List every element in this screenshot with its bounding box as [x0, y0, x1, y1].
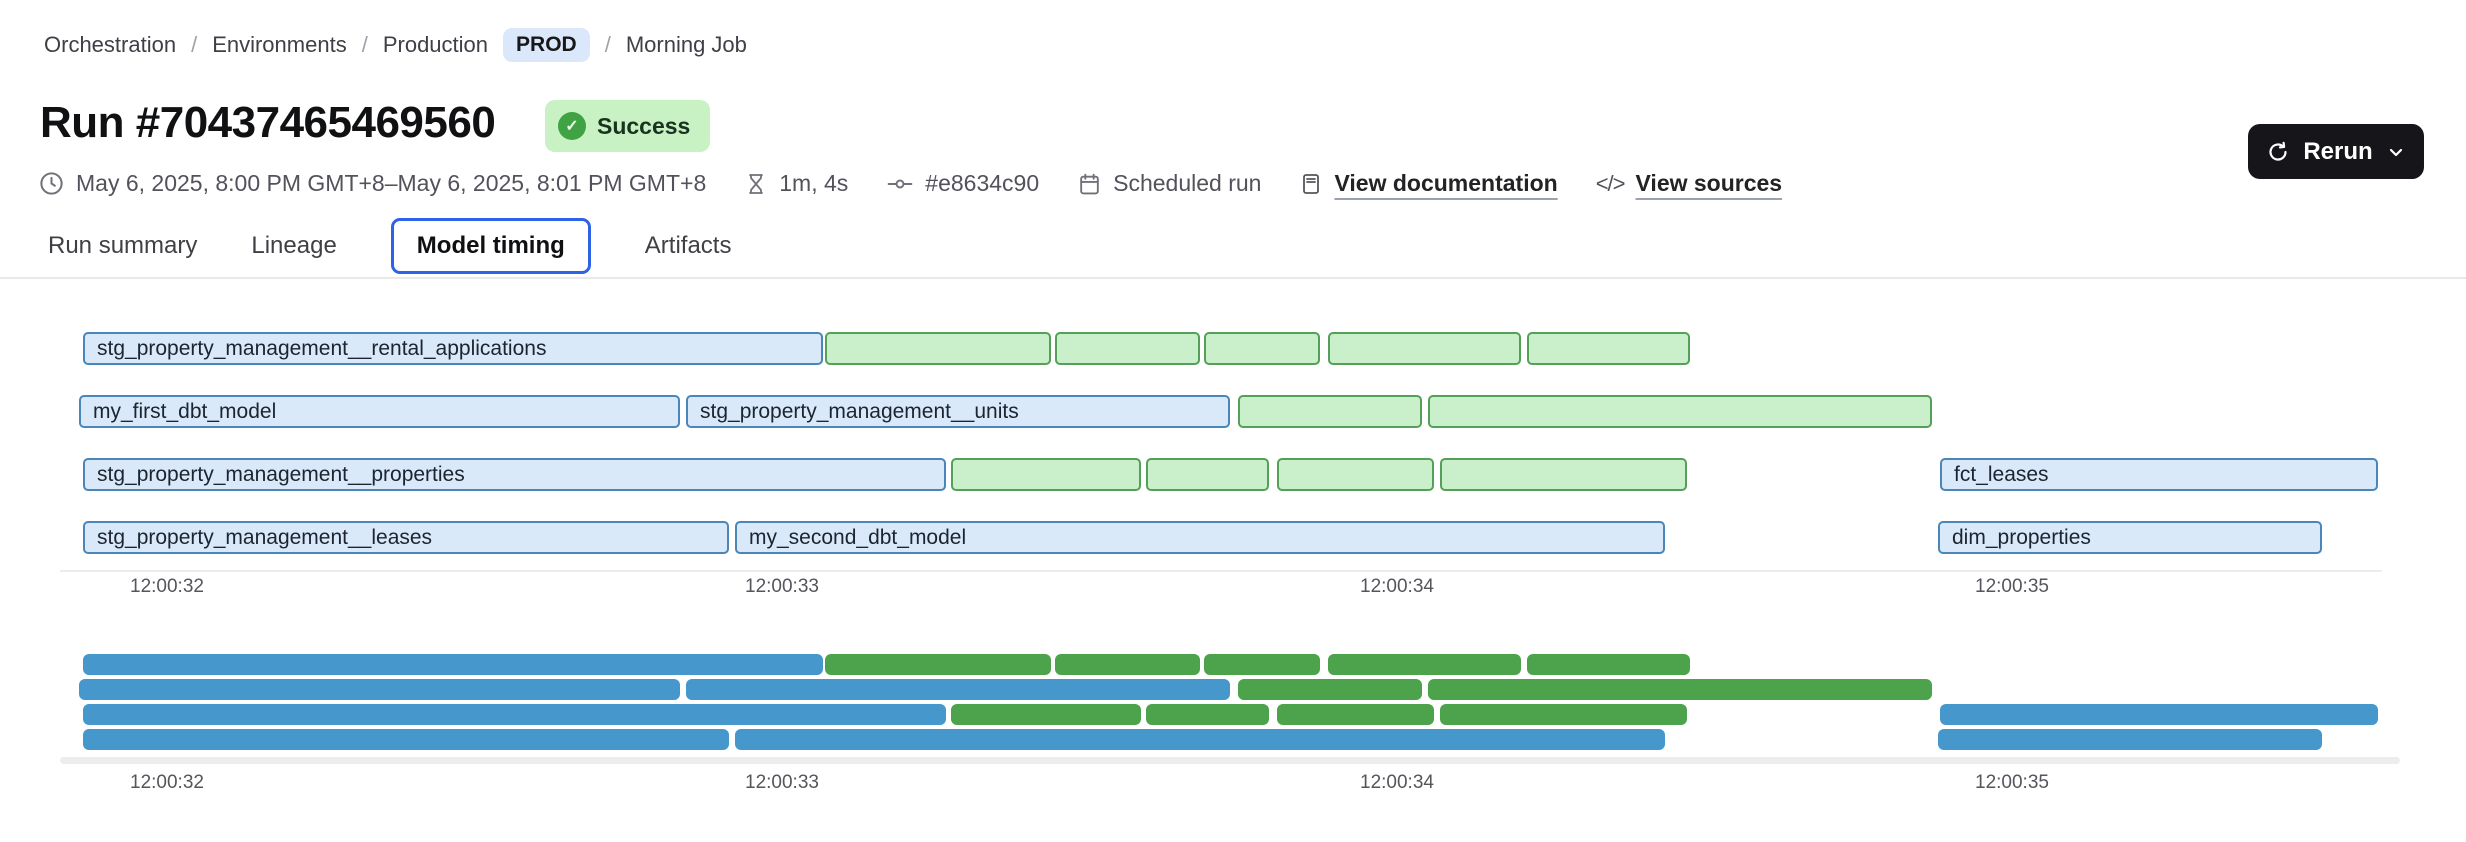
gantt-bar-test[interactable] — [1146, 458, 1269, 491]
run-duration-text: 1m, 4s — [779, 170, 849, 196]
gantt-bar-test[interactable] — [1440, 458, 1687, 491]
run-meta-row: May 6, 2025, 8:00 PM GMT+8–May 6, 2025, … — [38, 170, 1782, 197]
axis-tick-label: 12:00:32 — [130, 772, 204, 793]
gantt-bar-test[interactable] — [1238, 395, 1422, 428]
gantt-bar-test[interactable] — [1527, 332, 1690, 365]
axis-tick-label: 12:00:33 — [745, 576, 819, 597]
minimap-bar — [1238, 679, 1422, 700]
tab-artifacts[interactable]: Artifacts — [644, 232, 732, 259]
breadcrumb-item-environments[interactable]: Environments — [212, 32, 347, 57]
run-trigger: Scheduled run — [1077, 170, 1261, 197]
view-documentation-link[interactable]: View documentation — [1334, 170, 1558, 196]
run-tabs: Run summary Lineage Model timing Artifac… — [48, 218, 731, 274]
gantt-bar-test[interactable] — [825, 332, 1051, 365]
clock-icon — [40, 172, 63, 195]
breadcrumb-item-production[interactable]: Production — [382, 32, 489, 57]
breadcrumb-separator: / — [191, 32, 198, 57]
breadcrumb-separator: / — [361, 32, 368, 57]
gantt-bar-test[interactable] — [951, 458, 1141, 491]
minimap-bar — [83, 704, 946, 725]
gantt-bar-fct_leases[interactable]: fct_leases — [1940, 458, 2378, 491]
axis-tick-label: 12:00:34 — [1360, 772, 1434, 793]
axis-tick-label: 12:00:34 — [1360, 576, 1434, 597]
gantt-bar-stg_property_management__properties[interactable]: stg_property_management__properties — [83, 458, 946, 491]
minimap-bar — [1527, 654, 1690, 675]
rerun-button-label: Rerun — [2303, 137, 2373, 165]
tab-model-timing[interactable]: Model timing — [390, 218, 591, 274]
environment-badge: PROD — [503, 28, 590, 62]
document-icon — [1303, 173, 1320, 194]
gantt-bar-test[interactable] — [1055, 332, 1200, 365]
minimap-bar — [951, 704, 1141, 725]
gantt-bar-stg_property_management__leases[interactable]: stg_property_management__leases — [83, 521, 729, 554]
gantt-bar-test[interactable] — [1204, 332, 1320, 365]
code-icon: </> — [1595, 170, 1626, 196]
check-circle-icon: ✓ — [558, 112, 586, 140]
minimap-bar — [735, 729, 1665, 750]
tab-lineage[interactable]: Lineage — [251, 232, 337, 259]
view-documentation[interactable]: View documentation — [1299, 170, 1558, 197]
minimap-bar — [1938, 729, 2322, 750]
minimap-bar — [825, 654, 1051, 675]
page-title: Run #70437465469560 — [40, 98, 496, 147]
commit-icon — [887, 179, 913, 188]
gantt-bar-stg_property_management__rental_applications[interactable]: stg_property_management__rental_applicat… — [83, 332, 823, 365]
axis-tick-label: 12:00:35 — [1975, 772, 2049, 793]
minimap-bar — [1328, 654, 1521, 675]
run-time-range: May 6, 2025, 8:00 PM GMT+8–May 6, 2025, … — [38, 170, 706, 197]
run-commit-text: #e8634c90 — [925, 170, 1040, 196]
gantt-bar-test[interactable] — [1277, 458, 1434, 491]
view-sources-link[interactable]: View sources — [1635, 170, 1783, 196]
breadcrumb-separator: / — [604, 32, 611, 57]
refresh-icon — [2269, 141, 2287, 161]
axis-tick-label: 12:00:35 — [1975, 576, 2049, 597]
minimap-bar — [1428, 679, 1932, 700]
axis-tick-label: 12:00:32 — [130, 576, 204, 597]
status-badge-label: Success — [597, 112, 691, 139]
rerun-button[interactable]: Rerun — [2248, 124, 2424, 179]
gantt-bar-test[interactable] — [1428, 395, 1932, 428]
run-time-range-text: May 6, 2025, 8:00 PM GMT+8–May 6, 2025, … — [76, 170, 707, 196]
calendar-icon — [1080, 173, 1099, 194]
breadcrumb: Orchestration / Environments / Productio… — [44, 28, 747, 62]
minimap-bar — [1146, 704, 1269, 725]
minimap-bar — [79, 679, 680, 700]
minimap-bar — [1055, 654, 1200, 675]
minimap-bar — [686, 679, 1230, 700]
tab-run-summary[interactable]: Run summary — [48, 232, 198, 259]
status-badge: ✓ Success — [545, 100, 711, 152]
minimap-bar — [83, 729, 729, 750]
run-commit: #e8634c90 — [886, 170, 1039, 197]
gantt-baseline — [60, 570, 2382, 572]
minimap-bar — [1277, 704, 1434, 725]
gantt-bar-stg_property_management__units[interactable]: stg_property_management__units — [686, 395, 1230, 428]
axis-tick-label: 12:00:33 — [745, 772, 819, 793]
tabs-divider — [0, 277, 2466, 279]
minimap-scroll-track[interactable] — [60, 757, 2400, 764]
chevron-down-icon — [2389, 148, 2402, 156]
breadcrumb-item-orchestration[interactable]: Orchestration — [44, 32, 177, 57]
run-duration: 1m, 4s — [744, 170, 848, 197]
minimap-bar — [1204, 654, 1320, 675]
run-trigger-text: Scheduled run — [1113, 170, 1262, 196]
minimap-bar — [83, 654, 823, 675]
gantt-bar-test[interactable] — [1328, 332, 1521, 365]
view-sources[interactable]: </> View sources — [1596, 170, 1782, 197]
hourglass-icon — [749, 173, 764, 194]
breadcrumb-item-morning-job[interactable]: Morning Job — [625, 32, 747, 57]
minimap-bar — [1440, 704, 1687, 725]
gantt-bar-my_second_dbt_model[interactable]: my_second_dbt_model — [735, 521, 1665, 554]
minimap-bar — [1940, 704, 2378, 725]
gantt-bar-my_first_dbt_model[interactable]: my_first_dbt_model — [79, 395, 680, 428]
gantt-bar-dim_properties[interactable]: dim_properties — [1938, 521, 2322, 554]
